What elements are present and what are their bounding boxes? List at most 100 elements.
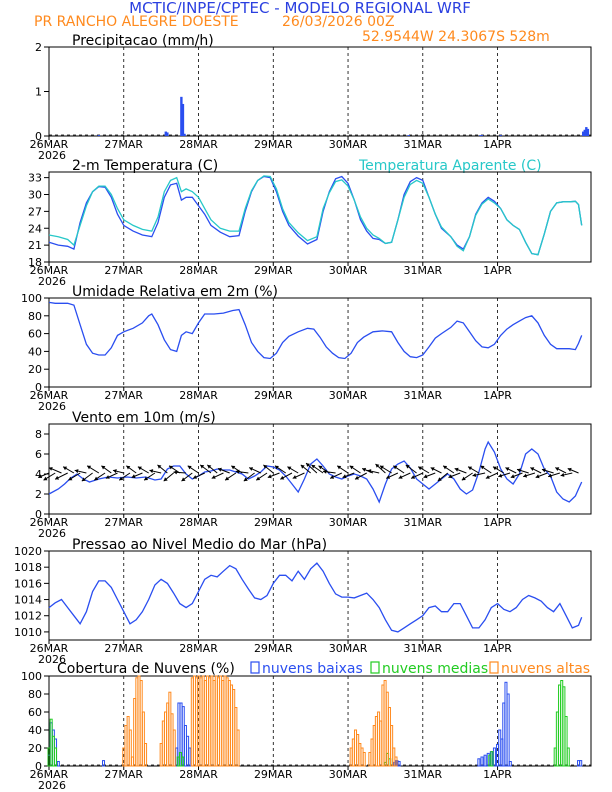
precip-bar xyxy=(183,133,186,136)
wind-vector-head xyxy=(105,475,110,479)
panel-title-humidity: Umidade Relativa em 2m (%) xyxy=(72,284,278,300)
precip-bar xyxy=(407,135,410,136)
humidity-year-label: 2026 xyxy=(38,400,66,413)
humidity-ytick-label: 0 xyxy=(35,381,42,394)
humidity-series-line xyxy=(48,301,583,360)
wind-xtick-label: 27MAR xyxy=(104,516,143,529)
humidity-xtick-label: 29MAR xyxy=(254,389,293,402)
wind-vector-head xyxy=(461,476,466,481)
wind-vector-head xyxy=(211,475,216,479)
wind-frame xyxy=(48,423,592,515)
wind-vector-head xyxy=(323,469,327,474)
precip-bar xyxy=(499,135,502,136)
legend-apparent-temperature: Temperatura Aparente (C) xyxy=(358,158,542,174)
wind-xtick-label: 26MAR xyxy=(30,516,69,529)
humidity-frame xyxy=(48,297,592,388)
cloud-bar-nuvens-altas xyxy=(390,725,394,767)
wind-vector-head xyxy=(523,473,528,478)
pressure-ytick-label: 1020 xyxy=(14,545,42,558)
temperature-xtick-label: 30MAR xyxy=(329,264,368,277)
wind-vector-head xyxy=(480,465,485,470)
wind-vector-head xyxy=(393,465,398,470)
pressure-frame xyxy=(48,550,592,641)
precipitation-xtick-label: 29MAR xyxy=(254,138,293,151)
wind-vector-head xyxy=(330,475,335,479)
clouds-xtick-label: 27MAR xyxy=(104,768,143,781)
cloud-bar-nuvens-altas xyxy=(362,752,366,767)
clouds-xtick-label: 31MAR xyxy=(403,768,442,781)
clouds-xtick-label: 26MAR xyxy=(30,768,69,781)
pressure-year-label: 2026 xyxy=(38,653,66,666)
wind-vector-head xyxy=(193,475,197,479)
pressure-ytick-label: 1018 xyxy=(14,561,42,574)
cloud-bar-nuvens-medias xyxy=(181,756,185,767)
wind-vector-head xyxy=(280,475,285,480)
wind-vector-head xyxy=(349,465,354,470)
wind-vector-head xyxy=(342,474,347,479)
wind-vector-head xyxy=(555,467,560,471)
wind-vector-head xyxy=(560,472,565,477)
wind-vector-head xyxy=(423,474,428,479)
wind-vector-head xyxy=(231,465,236,470)
wind-vector-head xyxy=(43,476,48,481)
panel-wind: 0 2 4 6 8 26MAR 27MAR 28MAR 29MAR 30MAR 31MAR 1APR 2… xyxy=(30,423,592,540)
precipitation-xtick-label: 31MAR xyxy=(403,138,442,151)
wind-vector-head xyxy=(267,474,272,479)
cloud-bar-nuvens-medias xyxy=(566,747,570,767)
clouds-xtick-label: 30MAR xyxy=(329,768,368,781)
temperature-ytick-label: 27 xyxy=(28,205,42,218)
header-coordinates: 52.9544W 24.3067S 528m xyxy=(362,29,550,45)
wind-xtick-label: 28MAR xyxy=(179,516,218,529)
pressure-ytick-label: 1014 xyxy=(14,594,42,607)
humidity-xtick-label: 31MAR xyxy=(403,389,442,402)
precipitation-frame xyxy=(48,46,592,137)
wind-xtick-label: 1APR xyxy=(483,516,512,529)
temperature-frame xyxy=(48,171,592,263)
precip-bar xyxy=(166,132,169,136)
legend-swatch-low-clouds xyxy=(250,661,260,674)
clouds-ytick-label: 40 xyxy=(28,724,42,737)
wind-vector-head xyxy=(163,477,168,482)
temperature-xtick-label: 31MAR xyxy=(403,264,442,277)
wind-ytick-label: 8 xyxy=(35,428,42,441)
temperature-xtick-label: 26MAR xyxy=(30,264,69,277)
pressure-xtick-label: 27MAR xyxy=(104,642,143,655)
temperature-series-line xyxy=(48,175,583,256)
wind-vector-head xyxy=(548,473,552,478)
wind-vector-head xyxy=(535,474,540,479)
wind-vector-head xyxy=(405,464,410,469)
clouds-ytick-label: 60 xyxy=(28,706,42,719)
precip-bar xyxy=(586,128,590,136)
precip-bar xyxy=(164,131,168,136)
precipitation-ytick-label: 1 xyxy=(35,86,42,99)
wind-vector-head xyxy=(249,467,254,471)
header-model-title: MCTIC/INPE/CPTEC - MODELO REGIONAL WRF xyxy=(129,0,471,17)
wind-vector-head xyxy=(187,465,192,470)
legend-mid-clouds: nuvens medias xyxy=(382,661,488,677)
wind-vector-head xyxy=(493,466,497,471)
cloud-bar-nuvens-baixas xyxy=(56,761,60,767)
wind-vector-head xyxy=(541,468,546,473)
precip-bar xyxy=(180,96,183,136)
panel-humidity: 0 20 40 60 80 100 26MAR 27MAR 28MAR 29MAR 30MAR 31M… xyxy=(21,292,592,413)
wind-ytick-label: 2 xyxy=(35,488,42,501)
wind-vector-head xyxy=(468,466,473,471)
precip-bar xyxy=(181,103,185,136)
temperature-xtick-label: 27MAR xyxy=(104,264,143,277)
wind-vector-head xyxy=(443,465,448,470)
panel-title-pressure: Pressao ao Nivel Medio do Mar (hPa) xyxy=(72,537,327,553)
cloud-bar-nuvens-altas xyxy=(394,756,398,767)
wind-vector-head xyxy=(113,469,117,474)
temperature-ytick-label: 30 xyxy=(28,189,42,202)
wind-vector-head xyxy=(243,477,248,482)
wind-vector-head xyxy=(181,477,186,482)
wind-vector-head xyxy=(119,476,124,481)
humidity-ytick-label: 40 xyxy=(28,345,42,358)
precip-bar xyxy=(582,131,585,136)
pressure-xtick-label: 28MAR xyxy=(179,642,218,655)
legend-high-clouds: nuvens altas xyxy=(501,661,590,677)
cloud-bar-nuvens-baixas xyxy=(480,756,484,767)
humidity-ytick-label: 20 xyxy=(28,363,42,376)
clouds-ytick-label: 100 xyxy=(21,670,42,683)
pressure-xtick-label: 29MAR xyxy=(254,642,293,655)
